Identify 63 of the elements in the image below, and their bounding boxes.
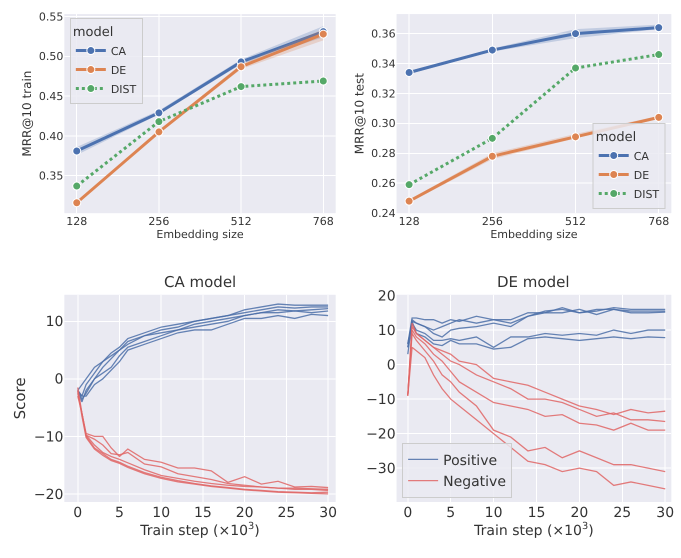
y-tick-label: 0.36 [371, 27, 396, 40]
y-tick-label: −20 [366, 426, 396, 443]
legend-label: Positive [443, 452, 498, 469]
x-tick-label: 256 [148, 215, 170, 228]
x-tick-label: 128 [66, 215, 88, 228]
y-axis-title: MRR@10 test [352, 72, 366, 154]
y-tick-label: 0.32 [371, 87, 396, 100]
x-tick-label: 15 [194, 504, 212, 521]
y-tick-label: 0.30 [371, 117, 396, 130]
x-tick-label: 20 [236, 504, 254, 521]
y-tick-label: 0.26 [371, 177, 396, 190]
x-tick-label: 20 [570, 504, 588, 521]
legend-label: DE [110, 64, 126, 77]
x-tick-label: 128 [398, 215, 420, 228]
y-axis-title: MRR@10 train [20, 70, 34, 157]
x-tick-label: 768 [648, 215, 670, 228]
y-axis-title: Score [11, 377, 30, 420]
chart-title: CA model [164, 273, 236, 291]
y-tick-label: 0.40 [38, 130, 64, 143]
x-tick-label: 5 [115, 504, 124, 521]
x-axis-title: Embedding size [156, 228, 244, 242]
y-tick-label: 20 [378, 288, 396, 304]
y-tick-label: 0.50 [38, 50, 64, 64]
x-tick-label: 30 [656, 504, 674, 521]
x-tick-label: 25 [277, 504, 296, 521]
x-tick-label: 25 [613, 504, 632, 521]
x-axis-title: Train step (×10$^{3}$) [139, 520, 260, 539]
y-tick-label: −10 [34, 429, 64, 446]
x-tick-label: 0 [403, 504, 412, 521]
x-tick-label: 512 [230, 215, 252, 228]
x-tick-label: 15 [528, 504, 546, 521]
x-tick-label: 256 [482, 215, 503, 228]
y-tick-label: −10 [366, 392, 396, 408]
y-tick-label: 0.28 [371, 147, 396, 160]
x-tick-label: 768 [312, 215, 334, 228]
legend-label: DE [634, 168, 650, 182]
legend-label: CA [110, 44, 127, 58]
legend-label: CA [634, 150, 650, 163]
x-tick-label: 10 [484, 504, 503, 521]
x-axis-title: Train step (×10$^{3}$) [473, 520, 594, 539]
y-tick-label: 0.24 [371, 206, 396, 220]
legend-title: model [596, 130, 636, 146]
x-tick-label: 10 [152, 504, 170, 521]
y-tick-label: 0.34 [371, 57, 396, 70]
legend-label: DIST [110, 82, 137, 96]
legend-label: DIST [634, 188, 660, 201]
y-tick-label: 0.55 [38, 10, 64, 24]
y-tick-label: 0.35 [38, 170, 64, 183]
x-tick-label: 0 [73, 504, 82, 521]
y-tick-label: −20 [34, 486, 64, 503]
x-axis-title: Embedding size [490, 228, 578, 242]
x-tick-label: 512 [565, 215, 586, 228]
chart-title: DE model [497, 273, 570, 291]
y-tick-label: 0 [386, 357, 396, 374]
x-tick-label: 30 [319, 504, 338, 521]
y-tick-label: 10 [46, 314, 64, 330]
x-tick-label: 5 [446, 504, 456, 521]
y-tick-label: −30 [366, 461, 396, 478]
y-tick-label: 0 [54, 372, 64, 388]
legend-label: Negative [443, 474, 506, 490]
legend-title: model [72, 25, 114, 40]
y-tick-label: 0.45 [38, 90, 64, 103]
y-tick-label: 10 [378, 322, 396, 339]
